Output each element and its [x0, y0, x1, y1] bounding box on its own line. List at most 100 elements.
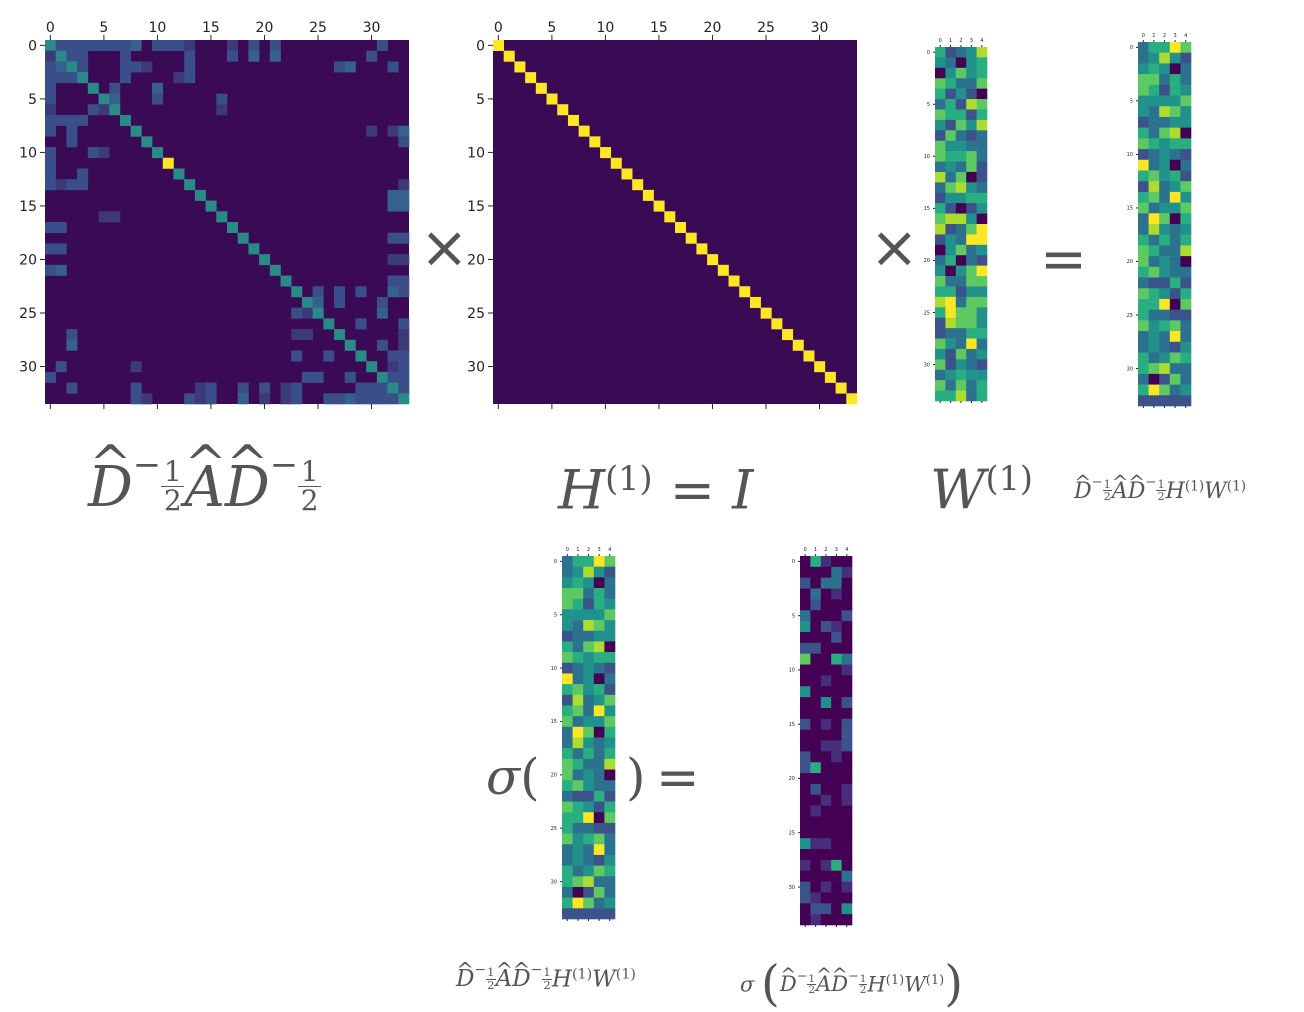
heatmap-cell — [604, 684, 616, 696]
y-tick-label: 0 — [28, 38, 37, 54]
heatmap-cell — [696, 243, 708, 255]
heatmap-cell — [1148, 63, 1160, 75]
heatmap-cell — [1180, 191, 1192, 203]
open-paren: ( — [761, 956, 780, 1012]
heatmap-cell — [1138, 384, 1149, 396]
caption-w1: W(1) — [930, 462, 1033, 517]
heatmap-cell — [366, 393, 378, 405]
heatmap-cell — [810, 892, 822, 904]
heatmap-cell — [820, 577, 832, 589]
heatmap-cell — [935, 171, 946, 183]
heatmap-cell — [1169, 320, 1181, 332]
heatmap-cell — [562, 833, 573, 845]
heatmap-cell — [572, 833, 584, 845]
heatmap-cell — [323, 393, 335, 405]
heatmap-cell — [562, 854, 573, 866]
heatmap-cell — [800, 838, 811, 850]
heatmap-cell — [1169, 288, 1181, 300]
heatmap-cell — [841, 870, 853, 882]
x-tick-label: 1 — [1152, 33, 1155, 39]
heatmap-cell — [1159, 170, 1171, 182]
heatmap-cell — [810, 610, 822, 622]
heatmap-cell — [800, 642, 811, 654]
heatmap-cell — [966, 140, 977, 152]
heatmap-cell — [841, 859, 853, 872]
heatmap-cell — [1148, 95, 1160, 107]
heatmap-cell — [800, 805, 811, 817]
caption-pre-activation: D−12AD−12H(1)W(1) — [456, 960, 636, 991]
heatmap-cell — [291, 286, 303, 298]
heatmap-cell — [301, 329, 313, 341]
heatmap-cell — [966, 192, 977, 204]
heatmap-cell — [820, 751, 832, 763]
heatmap-cell — [966, 286, 977, 298]
heatmap-cell — [955, 276, 967, 287]
heatmap-cell — [1148, 373, 1160, 385]
x-tick-label: 25 — [757, 20, 775, 36]
y-tick-label: 10 — [551, 666, 557, 672]
heatmap-cell — [593, 652, 605, 664]
heatmap-cell — [604, 865, 616, 877]
heatmap-cell — [604, 780, 616, 792]
superscript-1: (1) — [605, 459, 653, 498]
heatmap-cell — [572, 630, 584, 642]
heatmap-cell — [562, 577, 573, 589]
heatmap-cell — [841, 773, 853, 785]
heatmap-cell — [810, 707, 822, 720]
heatmap-cell — [593, 684, 605, 696]
heatmap-cell — [269, 264, 281, 276]
y-tick-label: 5 — [28, 92, 37, 108]
heatmap-cell — [1148, 138, 1160, 150]
heatmap-cell — [1169, 363, 1181, 375]
heatmap-cell — [1159, 213, 1171, 225]
heatmap-cell — [593, 556, 605, 567]
heatmap-cell — [945, 119, 957, 131]
heatmap-cell — [1159, 341, 1171, 353]
heatmap-cell — [77, 50, 89, 62]
heatmap-cell — [966, 338, 977, 350]
heatmap-cell — [831, 838, 842, 850]
heatmap-cell — [1159, 127, 1171, 139]
heatmap-cell — [955, 47, 967, 58]
heatmap-cell — [55, 179, 67, 191]
heatmap-cell — [119, 114, 131, 126]
y-tick-label: 20 — [19, 252, 37, 268]
heatmap-cell — [593, 812, 605, 824]
x-tick-label: 0 — [939, 38, 942, 44]
h-symbol: H — [1165, 478, 1185, 504]
heatmap-cell — [604, 769, 616, 781]
y-tick-label: 5 — [476, 92, 485, 108]
heatmap-cell — [955, 369, 967, 381]
heatmap-cell — [1169, 63, 1181, 75]
w-symbol: W — [1204, 478, 1227, 504]
heatmap-cell — [1159, 245, 1171, 257]
heatmap-cell — [66, 382, 78, 394]
heatmap-cell — [945, 213, 957, 225]
heatmap-cell — [604, 662, 616, 674]
heatmap-cell — [593, 609, 605, 621]
heatmap-cell — [1159, 52, 1171, 64]
heatmap-cell — [376, 339, 388, 351]
heatmap-cell — [398, 125, 410, 137]
heatmap-cell — [831, 686, 842, 698]
heatmap-cell — [810, 849, 822, 861]
minus-symbol: − — [269, 445, 298, 484]
x-tick-label: 3 — [835, 547, 838, 553]
heatmap-cell — [130, 40, 142, 52]
heatmap-cell — [831, 599, 842, 611]
heatmap-cell — [562, 780, 573, 792]
x-tick-label: 15 — [202, 20, 220, 36]
heatmap-cell — [820, 859, 832, 872]
heatmap-cell — [583, 790, 595, 802]
d-hat-symbol: D — [512, 960, 531, 991]
heatmap-cell — [1159, 373, 1171, 385]
y-tick-label: 20 — [551, 773, 557, 779]
heatmap-cell — [1180, 331, 1192, 343]
heatmap-cell — [45, 82, 57, 94]
heatmap-cell — [572, 556, 584, 567]
heatmap-cell — [45, 147, 57, 159]
heatmap-cell — [583, 716, 595, 728]
heatmap-cell — [945, 203, 957, 214]
product-heatmap: 0 1 2 3 4 0 5 10 15 20 25 30 — [1127, 33, 1192, 408]
